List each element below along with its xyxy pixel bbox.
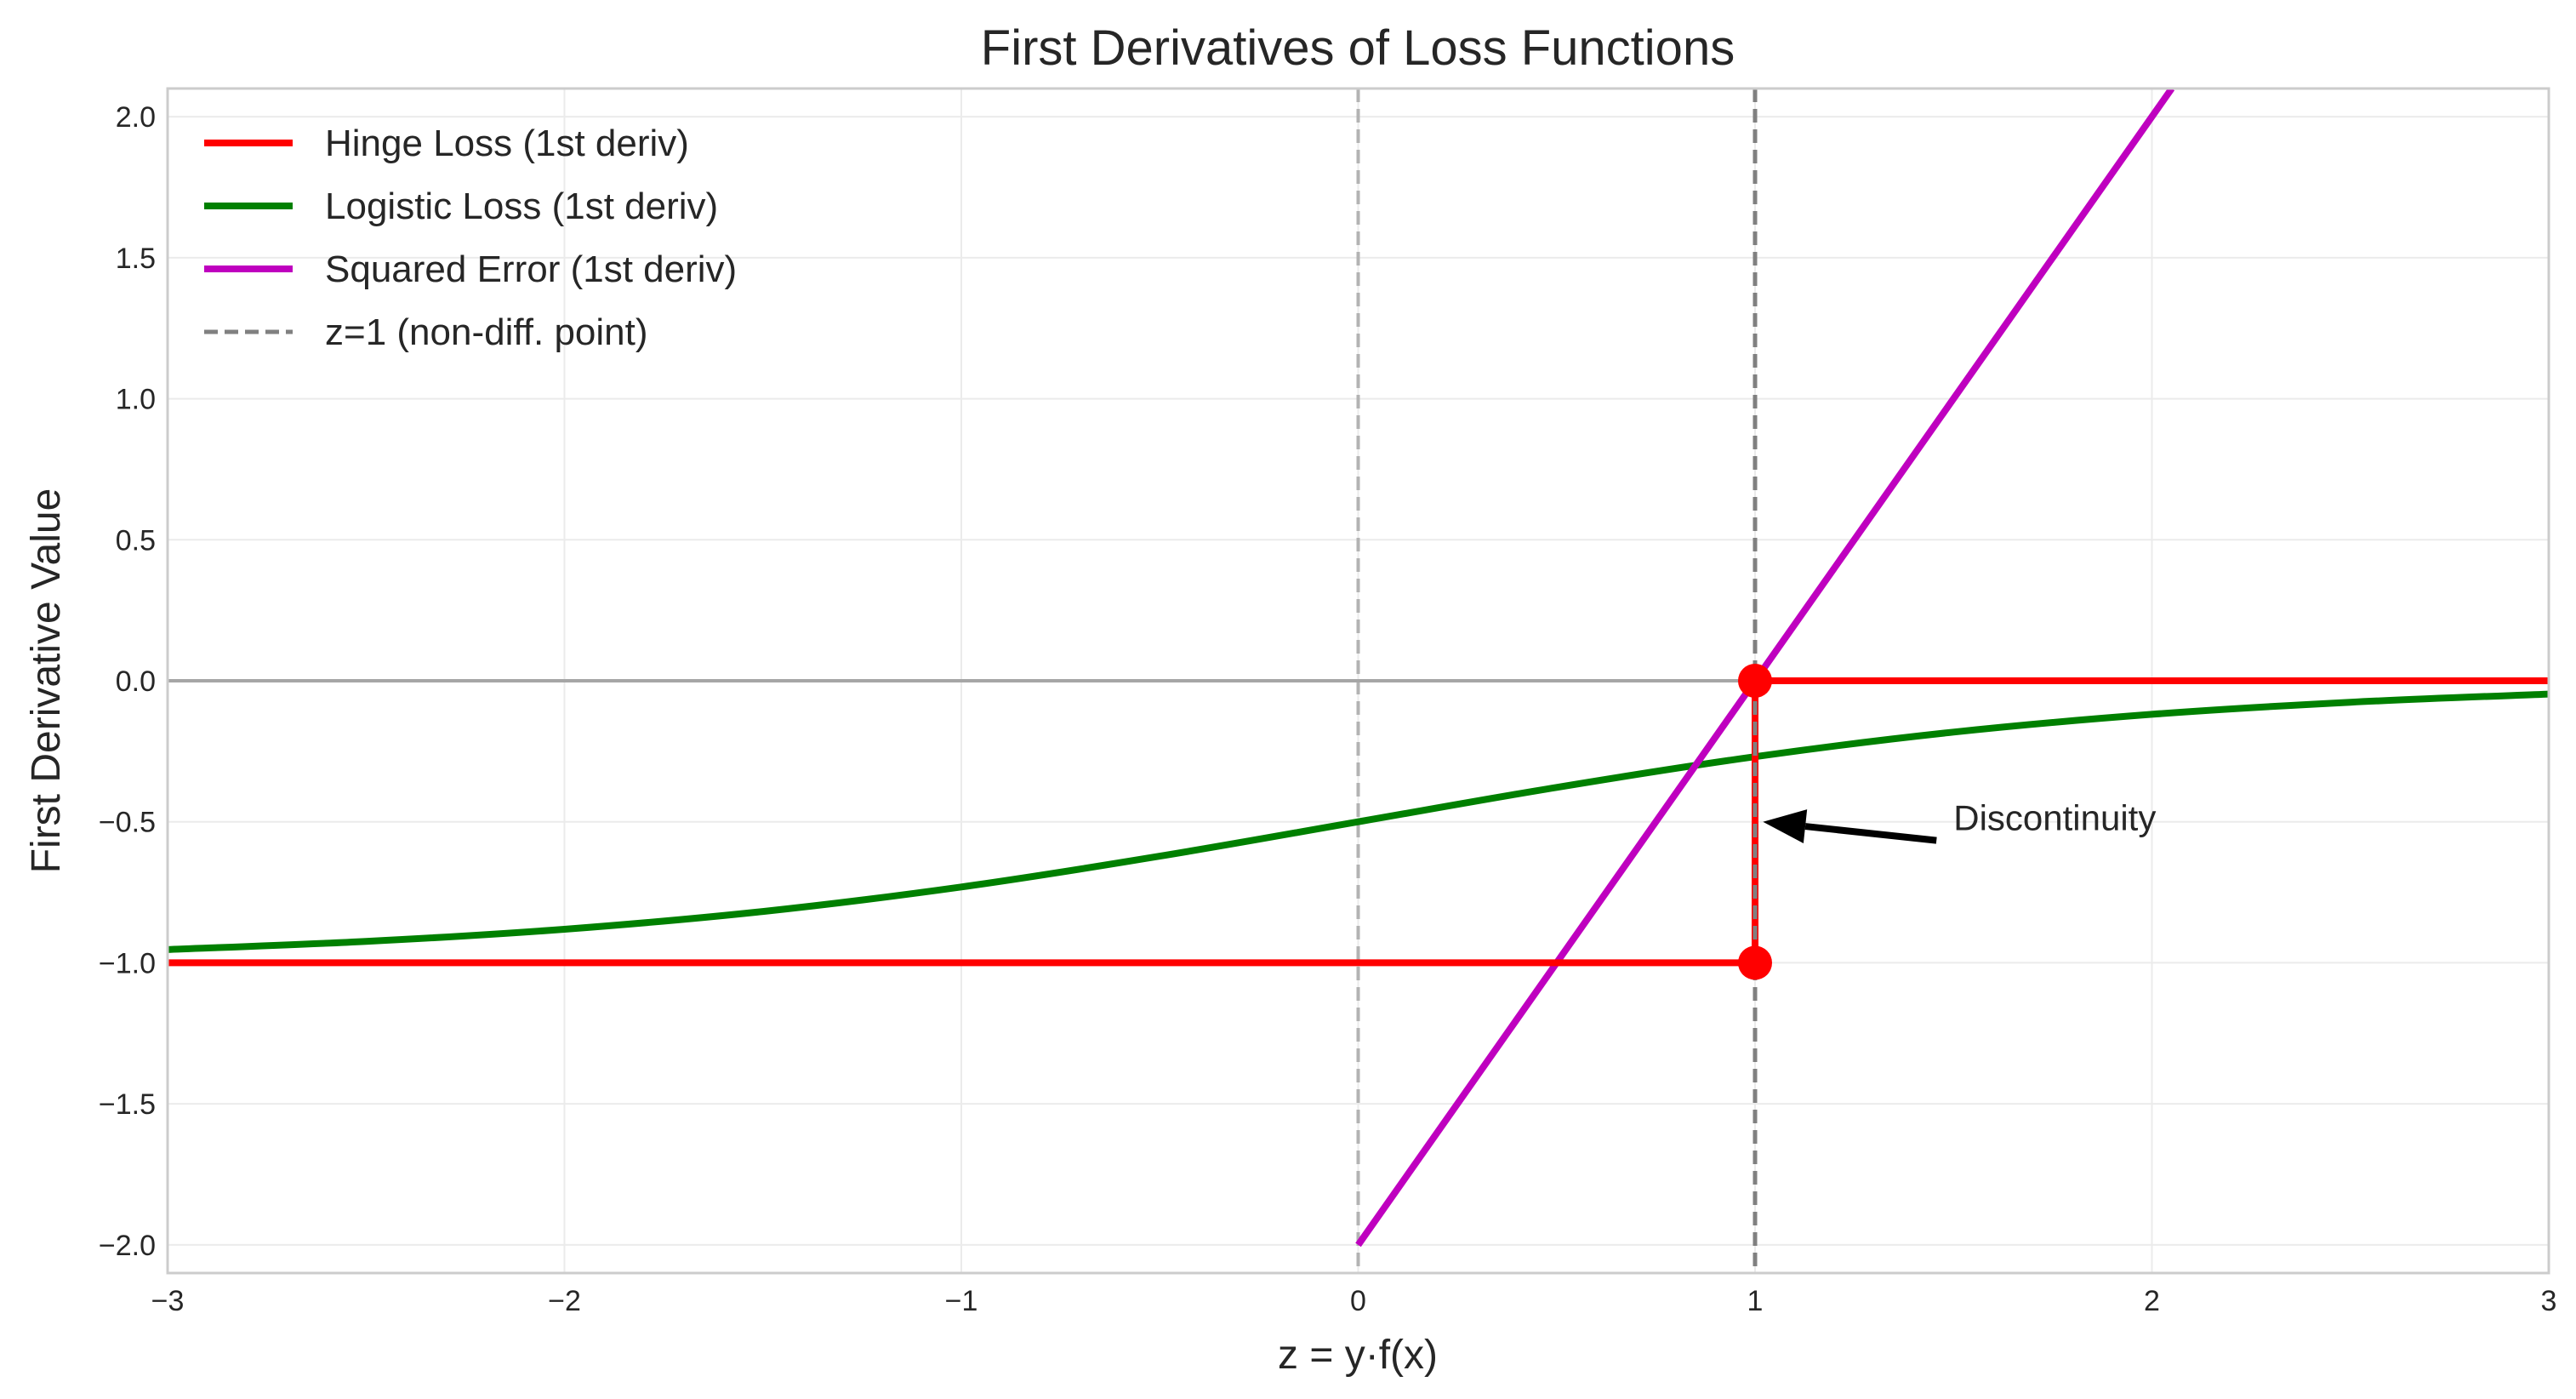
x-tick-label: −3 [151,1285,185,1317]
x-tick-label: 2 [2144,1285,2160,1317]
legend-label: z=1 (non-diff. point) [325,311,648,353]
annotation: Discontinuity [1763,798,2156,844]
tick-labels: −3 −2 −1 0 1 2 3 −2.0 −1.5 −1.0 −0.5 0.0 0.5 1.0 1.5 2.… [99,101,2557,1317]
chart-title: First Derivatives of Loss Functions [981,20,1735,76]
y-tick-label: −1.0 [99,947,156,979]
y-tick-label: −2.0 [99,1230,156,1262]
y-tick-label: 1.5 [116,243,156,275]
annotation-text: Discontinuity [1953,798,2156,838]
legend-label: Hinge Loss (1st deriv) [325,123,689,164]
y-axis-label: First Derivative Value [24,488,69,874]
x-axis-label: z = y·f(x) [1278,1333,1438,1378]
x-tick-label: 3 [2541,1285,2557,1317]
annotation-arrow-head [1763,809,1808,843]
series-line-squared-error-1st-deriv [1355,89,2175,1248]
x-tick-label: −1 [945,1285,978,1317]
y-tick-label: −1.5 [99,1088,156,1121]
x-tick-label: 1 [1747,1285,1764,1317]
hinge-marker-point [1738,664,1772,698]
marker-layer [1738,664,1772,980]
x-tick-label: −2 [548,1285,581,1317]
y-tick-label: 0.0 [116,665,156,698]
y-tick-label: 0.5 [116,524,156,557]
y-tick-label: 2.0 [116,101,156,134]
series-line-logistic-loss-1st-deriv [168,690,2549,953]
series-layer [168,89,2549,1273]
legend: Hinge Loss (1st deriv) Logistic Loss (1st… [204,123,737,353]
plot-frame [166,87,2550,1275]
x-tick-label: 0 [1350,1285,1366,1317]
y-tick-label: −0.5 [99,807,156,839]
legend-label: Logistic Loss (1st deriv) [325,186,718,227]
legend-label: Squared Error (1st deriv) [325,248,737,290]
series-line-hinge-loss-1st-deriv [168,677,2549,967]
hinge-marker-point [1738,945,1772,980]
y-tick-label: 1.0 [116,384,156,416]
annotation-arrow-shaft [1804,823,1937,844]
